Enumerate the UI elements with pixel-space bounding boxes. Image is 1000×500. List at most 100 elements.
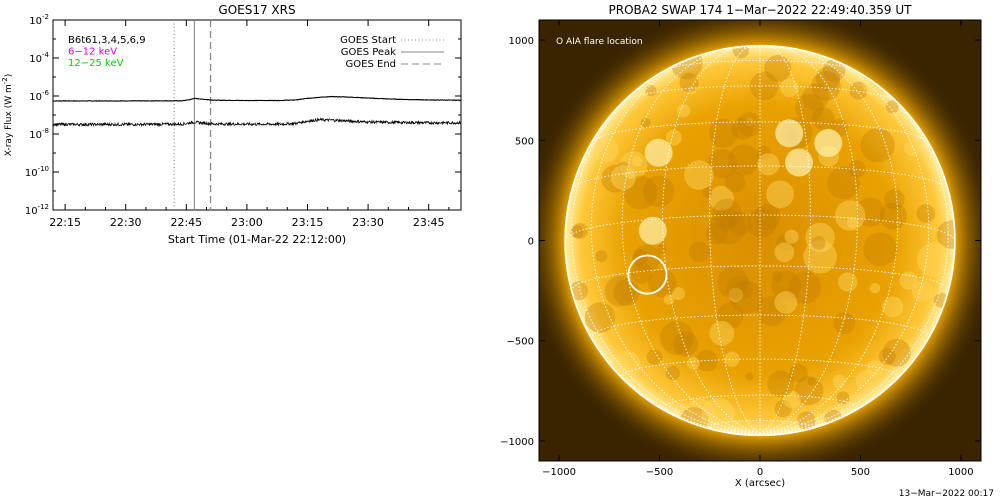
solar-texture-blob bbox=[882, 296, 904, 318]
solar-texture-blob bbox=[630, 262, 653, 284]
solar-texture-blob bbox=[632, 244, 661, 273]
solar-texture-blob bbox=[936, 220, 955, 249]
swap-x-axis: −1000 −500 0 500 1000 bbox=[542, 20, 974, 478]
solar-texture-blob bbox=[612, 350, 641, 379]
solar-texture-blob bbox=[860, 128, 895, 163]
swap-x-tick-label: −500 bbox=[646, 467, 673, 478]
solar-texture-blob bbox=[705, 222, 728, 245]
solar-texture-blob bbox=[676, 103, 691, 118]
swap-y-tick-label: 1000 bbox=[509, 36, 534, 47]
solar-texture-blob bbox=[601, 164, 630, 193]
solar-texture-blob bbox=[811, 236, 826, 250]
swap-x-tick-label: −1000 bbox=[542, 467, 576, 478]
solar-texture-blob bbox=[679, 72, 699, 93]
goes-legend-label: GOES Start bbox=[340, 35, 396, 46]
parallel-line bbox=[623, 85, 897, 102]
goes-y-axis-label: X-ray Flux (W m-2) bbox=[1, 74, 14, 156]
parallel-line bbox=[571, 265, 949, 292]
swap-x-tick-label: 500 bbox=[851, 467, 870, 478]
solar-texture-blob bbox=[584, 302, 616, 333]
solar-texture-blob bbox=[656, 244, 668, 255]
solar-texture-blob bbox=[764, 54, 792, 82]
solar-texture-blob bbox=[684, 160, 714, 190]
solar-texture-blob bbox=[749, 71, 779, 101]
meridian-line bbox=[571, 66, 761, 435]
solar-texture-blob bbox=[756, 295, 787, 327]
solar-texture-blob bbox=[904, 139, 921, 156]
solar-texture-blob bbox=[911, 280, 933, 302]
solar-texture-blob bbox=[728, 287, 744, 302]
goes-x-tick-label: 22:15 bbox=[49, 216, 81, 229]
solar-texture-blob bbox=[866, 360, 884, 377]
solar-texture-blob bbox=[811, 107, 835, 130]
solar-texture-blob bbox=[595, 250, 608, 263]
solar-texture-blob bbox=[724, 171, 746, 193]
solar-texture-blob bbox=[878, 348, 896, 365]
solar-texture-blob bbox=[717, 266, 749, 299]
solar-texture-blob bbox=[660, 321, 694, 355]
solar-texture-blob bbox=[766, 180, 794, 209]
solar-texture-blob bbox=[701, 397, 735, 432]
solar-texture-blob bbox=[802, 83, 830, 111]
active-region bbox=[814, 129, 843, 158]
solar-texture-blob bbox=[855, 197, 886, 227]
goes-y-axis: 10-2 10-4 10-6 10-8 10-10 10-12 bbox=[25, 13, 461, 217]
solar-texture-blob bbox=[832, 374, 847, 389]
active-region bbox=[638, 216, 667, 245]
meridian-line bbox=[662, 45, 761, 435]
goes-channel-label: B6t61,3,4,5,6,9 bbox=[68, 35, 146, 46]
solar-texture-blob bbox=[780, 78, 799, 98]
solar-texture-blob bbox=[771, 270, 802, 301]
solar-texture-blob bbox=[774, 400, 792, 418]
goes-x-tick-label: 23:00 bbox=[231, 216, 263, 229]
solar-texture-blob bbox=[788, 271, 822, 305]
solar-texture-blob bbox=[604, 275, 636, 307]
solar-texture-blob bbox=[803, 239, 837, 274]
goes-y-tick-label: 10-6 bbox=[29, 89, 49, 103]
parallel-line bbox=[662, 394, 858, 411]
solar-texture-blob bbox=[827, 166, 860, 200]
swap-y-tick-label: −500 bbox=[507, 337, 534, 348]
swap-x-tick-label: 1000 bbox=[948, 467, 973, 478]
solar-texture-blob bbox=[774, 242, 795, 263]
swap-image-area bbox=[539, 20, 981, 461]
solar-texture-blob bbox=[744, 117, 754, 127]
solar-texture-blob bbox=[673, 331, 699, 357]
goes-y-tick-label: 10-10 bbox=[25, 165, 49, 179]
goes-channel-label: 6−12 keV bbox=[68, 47, 117, 58]
parallel-line bbox=[565, 214, 955, 241]
solar-texture-blob bbox=[623, 175, 658, 210]
solar-texture-blob bbox=[794, 376, 824, 406]
heliographic-grid bbox=[565, 45, 955, 435]
solar-texture-blob bbox=[645, 85, 657, 97]
goes-channel-label: 12−25 keV bbox=[68, 58, 124, 69]
meridian-line bbox=[590, 50, 761, 435]
goes-x-tick-label: 23:30 bbox=[352, 216, 384, 229]
goes-xrs-chart: GOES17 XRS 22:15 22:30 22:45 23:00 23:15 23:3… bbox=[1, 3, 462, 246]
solar-texture-blob bbox=[613, 279, 640, 306]
solar-texture-blob bbox=[709, 208, 746, 245]
solar-texture-blob bbox=[916, 204, 936, 223]
solar-texture-blob bbox=[731, 117, 754, 140]
goes-x-axis: 22:15 22:30 22:45 23:00 23:15 23:30 23:45 bbox=[49, 20, 450, 229]
solar-texture bbox=[569, 45, 955, 436]
solar-texture-blob bbox=[726, 275, 753, 302]
solar-texture-blob bbox=[718, 214, 736, 232]
solar-texture-blob bbox=[708, 185, 734, 211]
solar-texture-blob bbox=[784, 229, 799, 244]
solar-texture-blob bbox=[701, 187, 713, 198]
swap-image-chart: PROBA2 SWAP 174 1−Mar−2022 22:49:40.359 … bbox=[500, 3, 982, 489]
solar-texture-blob bbox=[729, 280, 764, 314]
solar-texture-blob bbox=[672, 287, 686, 301]
solar-texture-blob bbox=[747, 208, 777, 238]
solar-texture-blob bbox=[640, 117, 651, 129]
solar-texture-blob bbox=[712, 198, 742, 229]
solar-texture-blob bbox=[617, 161, 630, 174]
solar-texture-blob bbox=[619, 151, 648, 180]
solar-texture-blob bbox=[728, 211, 753, 236]
solar-texture-blob bbox=[687, 85, 697, 95]
solar-texture-blob bbox=[724, 351, 740, 367]
swap-y-tick-label: 500 bbox=[515, 136, 534, 147]
solar-texture-blob bbox=[774, 291, 798, 314]
